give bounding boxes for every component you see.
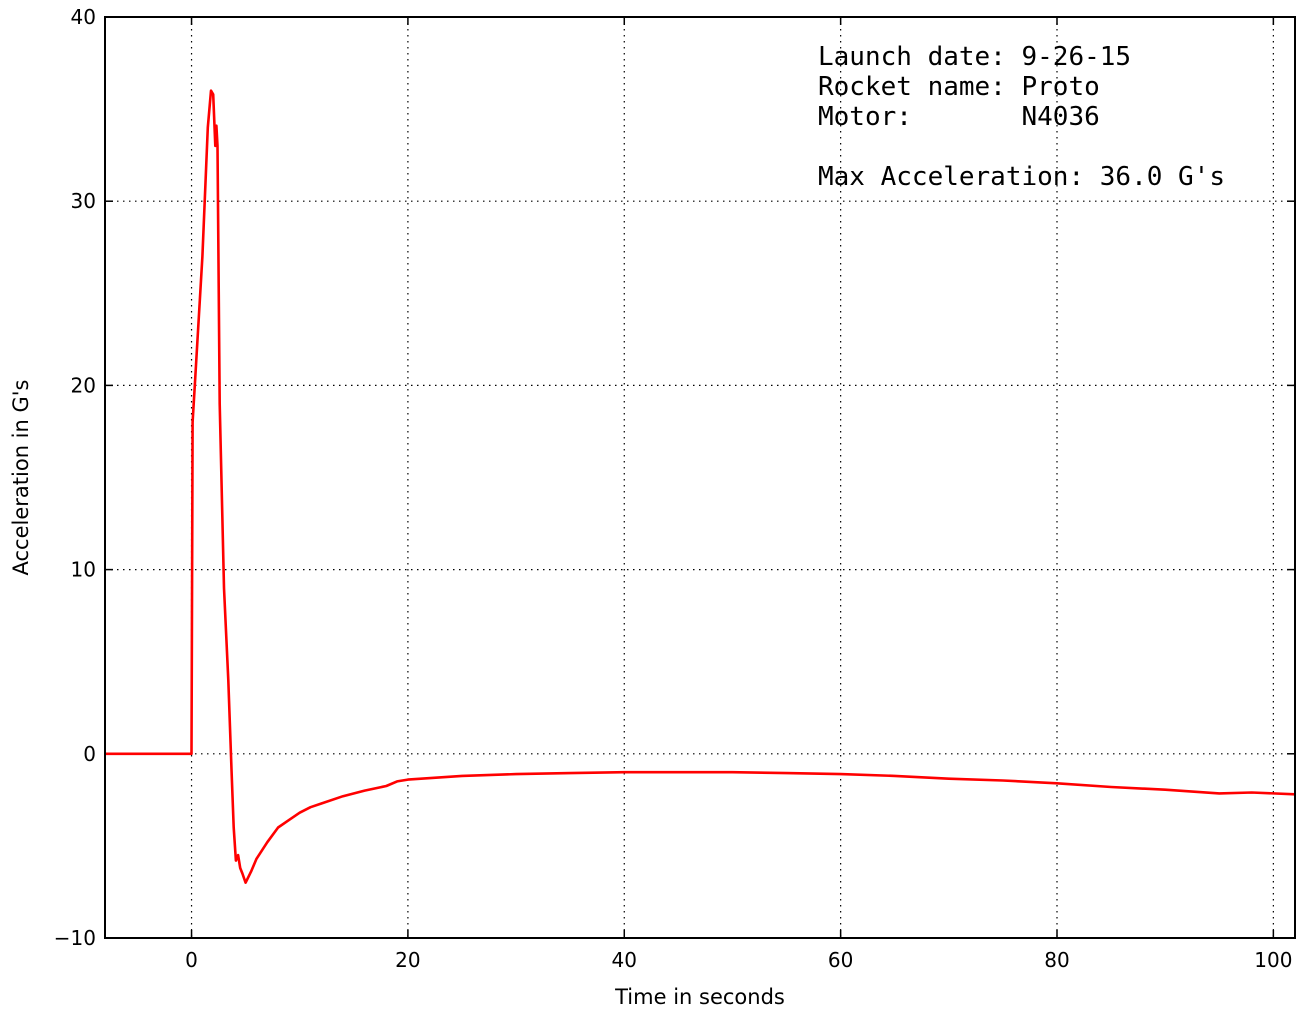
annotation-line: Launch date: 9-26-15: [818, 42, 1131, 72]
y-tick-label: 30: [71, 189, 96, 213]
y-tick-label: −10: [54, 926, 96, 950]
annotation-line: Rocket name: Proto: [818, 72, 1100, 102]
x-tick-label: 40: [612, 948, 637, 972]
annotation-box: Launch date: 9-26-15 Rocket name: Proto …: [818, 42, 1225, 192]
y-tick-label: 10: [71, 558, 96, 582]
x-tick-label: 100: [1254, 948, 1292, 972]
y-tick-label: 20: [71, 373, 96, 397]
plot-frame: [104, 16, 1296, 939]
annotation-line: Max Acceleration: 36.0 G's: [818, 162, 1225, 192]
x-tick-label: 0: [185, 948, 198, 972]
annotation-line: Motor: N4036: [818, 102, 1100, 132]
x-tick-label: 80: [1044, 948, 1069, 972]
acceleration-series-line: [105, 89, 1296, 885]
series-layer: [105, 89, 1296, 885]
tick-labels: 0 20 40 60 80 100 −10 0 10 20 30 40: [54, 5, 1293, 972]
y-tick-label: 0: [83, 742, 96, 766]
y-tick-label: 40: [71, 5, 96, 29]
grid-lines: [105, 17, 1295, 938]
x-tick-label: 20: [395, 948, 420, 972]
y-axis-label: Acceleration in G's: [9, 380, 33, 576]
x-axis-label: Time in seconds: [614, 985, 785, 1009]
x-tick-label: 60: [828, 948, 853, 972]
